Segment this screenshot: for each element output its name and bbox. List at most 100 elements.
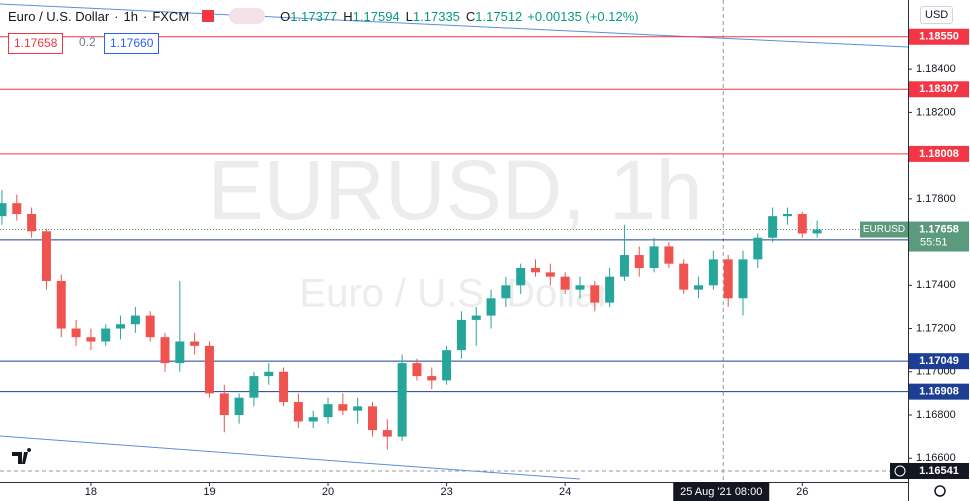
candle-body <box>116 324 126 329</box>
candle-body <box>249 376 259 398</box>
buy-button[interactable]: 1.17660 <box>104 33 160 54</box>
trend-line <box>0 3 909 48</box>
candle-body <box>679 263 689 290</box>
candle-body <box>190 341 200 346</box>
candle-body <box>531 268 541 273</box>
candle-body <box>264 371 274 377</box>
level-label: 1.17049 <box>919 355 959 367</box>
currency-dropdown[interactable]: USD <box>920 6 954 24</box>
candle-body <box>456 319 466 351</box>
y-tick-label: 1.17800 <box>916 193 956 205</box>
candle-body <box>605 276 615 303</box>
candle-body <box>708 259 718 286</box>
candle-body <box>204 345 214 394</box>
candle-body <box>738 259 748 299</box>
candle-body <box>101 328 111 342</box>
symbol-title: Euro / U.S. Dollar <box>8 8 110 24</box>
x-tick-label: 19 <box>203 486 215 498</box>
countdown: 55:51 <box>920 236 948 248</box>
watermark-symbol: EURUSD, 1h <box>208 143 703 237</box>
spread: 0.2 <box>79 35 96 49</box>
x-tick-label: 24 <box>559 486 571 498</box>
candle-body <box>442 350 452 381</box>
candle-body <box>768 216 778 238</box>
candle-body <box>516 268 526 286</box>
candle-body <box>782 213 792 217</box>
candle-body <box>86 337 96 342</box>
last-price-label: 1.17658 <box>919 223 959 235</box>
indicator-pills[interactable] <box>229 8 266 24</box>
candle-body <box>812 229 822 234</box>
y-tick-label: 1.16800 <box>916 409 956 421</box>
ohlc-value: 1.17335 <box>412 8 460 24</box>
x-tick-label: 18 <box>85 486 97 498</box>
x-tick-label: 20 <box>322 486 334 498</box>
candle-body <box>293 402 303 422</box>
ohlc: O1.17377 H1.17594 L1.17335 C1.17512 <box>280 9 522 24</box>
level-label-box <box>909 353 969 370</box>
level-label: 1.16908 <box>919 386 959 398</box>
candle-body <box>145 315 155 338</box>
candle-body <box>308 417 318 422</box>
ohlc-item: C1.17512 <box>466 9 522 24</box>
separator: · <box>114 8 119 24</box>
ohlc-key: C <box>465 8 476 24</box>
ohlc-key: O <box>280 8 291 24</box>
level-label: 1.18307 <box>919 83 959 95</box>
level-label-box <box>909 383 969 400</box>
ohlc-value: 1.17512 <box>475 8 523 24</box>
ohlc-value: 1.17377 <box>290 8 338 24</box>
y-tick-label: 1.17400 <box>916 279 956 291</box>
y-tick-label: 1.16600 <box>916 452 956 464</box>
crosshair-x-box <box>673 482 770 501</box>
y-tick-label: 1.17200 <box>916 322 956 334</box>
x-tick-label: 26 <box>796 486 808 498</box>
crosshair-y-label: 1.16541 <box>919 465 959 477</box>
candle-body <box>560 276 570 290</box>
ohlc-key: H <box>343 8 353 24</box>
candle-body <box>12 203 22 214</box>
crosshair-x-label: 25 Aug '21 08:00 <box>680 486 762 498</box>
candle-body <box>219 393 229 415</box>
level-label-box <box>909 28 969 45</box>
candle-body <box>619 255 629 277</box>
candle-body <box>501 285 511 299</box>
last-price-box <box>909 221 969 252</box>
candle-body <box>634 255 644 269</box>
ohlc-item: O1.17377 <box>280 9 337 24</box>
candle-body <box>412 363 422 377</box>
plot <box>0 0 908 482</box>
crosshair-plus <box>894 465 906 477</box>
gear-icon <box>934 485 946 497</box>
y-tick-label: 1.18400 <box>916 63 956 75</box>
ohlc-item: H1.17594 <box>343 9 399 24</box>
candle-body <box>41 231 51 281</box>
separator: · <box>142 8 148 24</box>
ohlc-key: L <box>405 8 413 24</box>
watermark: EURUSD, 1h Euro / U.S. Dollar <box>208 143 703 315</box>
candle-body <box>323 404 333 418</box>
settings-button[interactable] <box>934 485 946 497</box>
trend-line <box>0 435 581 480</box>
y-tick-label: 1.18200 <box>916 106 956 118</box>
time-axis <box>0 482 908 501</box>
symbol-tag: EURUSD <box>863 224 905 235</box>
flag-icon[interactable] <box>202 10 215 22</box>
candle-body <box>797 213 807 234</box>
source: FXCM <box>152 8 190 24</box>
level-label-box <box>909 145 969 162</box>
candle-body <box>471 315 481 320</box>
watermark-name: Euro / U.S. Dollar <box>299 272 610 316</box>
candle-body <box>590 285 600 303</box>
candle-body <box>753 237 763 260</box>
candle-body <box>397 363 407 437</box>
candle-body <box>382 430 392 437</box>
logo <box>12 448 32 464</box>
candle-body <box>664 246 674 264</box>
sell-button[interactable]: 1.17658 <box>8 33 64 54</box>
candle-body <box>175 341 185 364</box>
candle-body <box>71 328 81 338</box>
candle-body <box>545 272 555 277</box>
